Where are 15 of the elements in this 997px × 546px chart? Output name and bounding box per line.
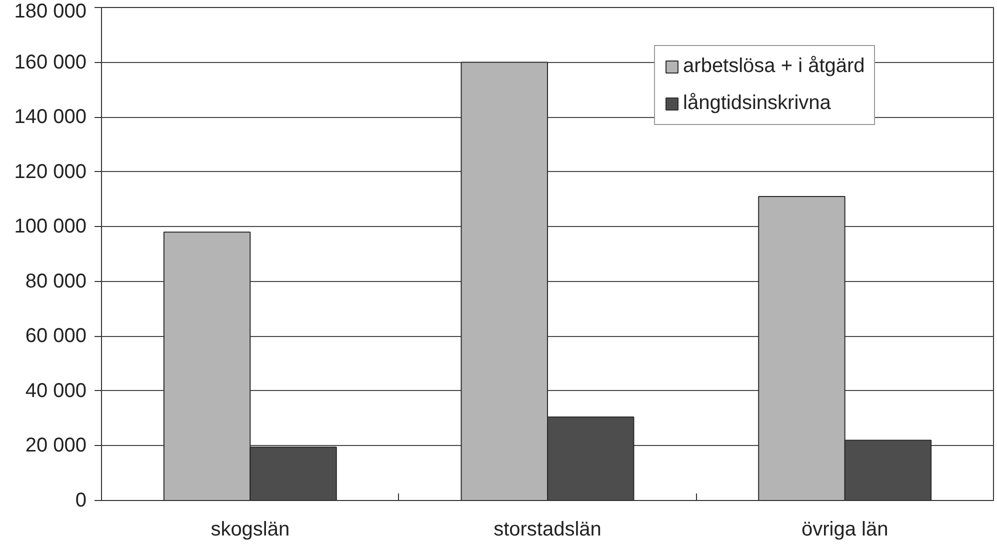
y-tick-label: 80 000 [25, 270, 86, 292]
legend-label: långtidsinskrivna [683, 92, 831, 116]
y-tick-label: 60 000 [25, 325, 86, 348]
x-tick-label: storstadslän [494, 518, 602, 540]
y-tick-label: 160 000 [14, 51, 86, 74]
x-tick-label: övriga län [801, 518, 888, 540]
y-tick-label: 180 000 [14, 0, 86, 22]
y-tick-label: 20 000 [25, 434, 86, 457]
legend-label: arbetslösa + i åtgärd [683, 55, 865, 78]
y-tick-label: 40 000 [25, 380, 86, 402]
y-tick-label: 100 000 [14, 216, 86, 238]
x-tick-label: skogslän [210, 518, 290, 540]
y-tick-label: 120 000 [14, 160, 86, 183]
y-tick-label: 140 000 [14, 106, 86, 128]
y-tick-label: 0 [75, 490, 86, 512]
